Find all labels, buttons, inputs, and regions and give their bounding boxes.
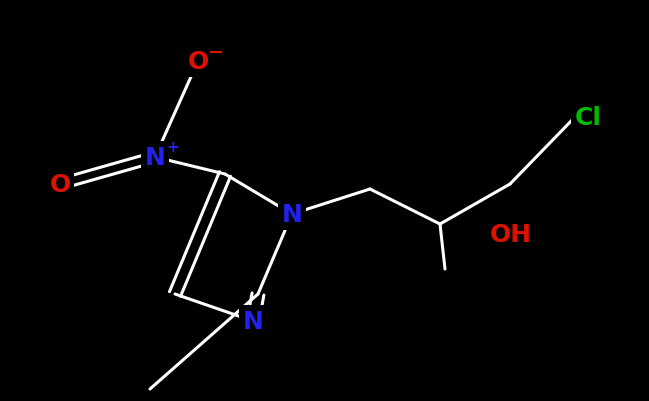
Text: O: O (49, 172, 71, 196)
Text: N: N (243, 309, 263, 333)
Text: N: N (282, 203, 302, 227)
Text: +: + (167, 140, 179, 155)
Text: OH: OH (490, 223, 532, 246)
Text: Cl: Cl (575, 106, 602, 130)
Text: −: − (208, 43, 224, 61)
Text: N: N (145, 146, 165, 170)
Text: O: O (188, 50, 208, 74)
